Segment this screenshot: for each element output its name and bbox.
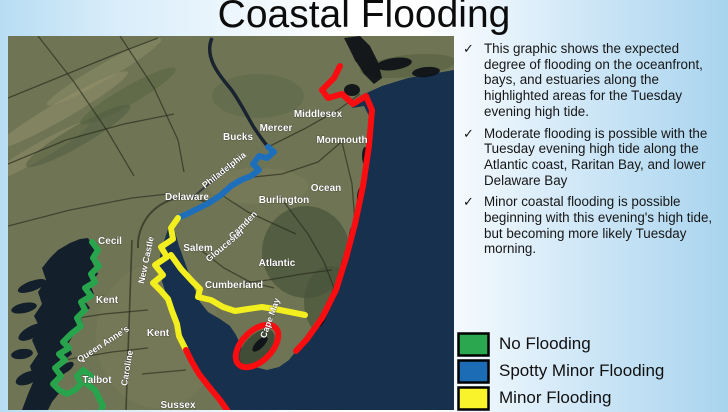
chesapeake-bay <box>11 238 98 410</box>
county-label-middlesex: Middlesex <box>294 109 343 120</box>
legend-label: Spotty Minor Flooding <box>499 361 665 380</box>
check-icon: ✓ <box>463 125 474 141</box>
county-label-kent-md: Kent <box>96 295 119 306</box>
page-title: Coastal Flooding <box>217 0 511 36</box>
flood-line-moderate-coast <box>293 63 375 354</box>
legend-swatch-no-flooding <box>457 331 490 357</box>
county-label-burlington: Burlington <box>259 195 310 206</box>
bullet-item: ✓ Minor coastal flooding is possible beg… <box>458 194 724 257</box>
summary-bullets: ✓ This graphic shows the expected degree… <box>458 41 724 263</box>
legend-label: Minor Flooding <box>499 388 612 407</box>
county-label-ocean: Ocean <box>311 183 342 194</box>
county-label-monmouth: Monmouth <box>316 135 367 146</box>
county-label-mercer: Mercer <box>260 123 293 134</box>
county-label-talbot: Talbot <box>82 375 112 386</box>
bullet-text: Minor coastal flooding is possible begin… <box>484 194 713 257</box>
flood-line-spotty-minor <box>175 144 277 221</box>
county-label-cumberland: Cumberland <box>205 280 263 291</box>
map-svg: Bucks Mercer Middlesex Monmouth Philadel… <box>8 36 454 410</box>
county-label-sussex: Sussex <box>160 400 195 410</box>
legend-item: Minor Flooding <box>457 385 664 411</box>
flood-line-moderate-delaware <box>183 347 230 410</box>
bullet-item: ✓ This graphic shows the expected degree… <box>458 41 724 120</box>
flood-line-minor-east <box>168 252 308 318</box>
check-icon: ✓ <box>463 194 474 210</box>
cape-may-peninsula <box>239 329 275 365</box>
bullet-text: Moderate flooding is possible with the T… <box>484 125 708 188</box>
county-label-kent-de: Kent <box>147 328 170 339</box>
rivers <box>191 37 270 199</box>
county-label-cecil: Cecil <box>98 236 122 247</box>
atlantic-ocean <box>159 70 454 410</box>
legend-label: No Flooding <box>499 334 591 353</box>
flood-line-minor-west <box>150 215 189 353</box>
county-label-delaware: Delaware <box>165 192 209 203</box>
bullet-item: ✓ Moderate flooding is possible with the… <box>458 126 724 189</box>
legend-swatch-svg <box>457 358 490 384</box>
legend-swatch-svg <box>457 385 490 411</box>
county-boundaries <box>8 36 361 410</box>
bullet-text: This graphic shows the expected degree o… <box>484 41 703 119</box>
legend-swatch-svg <box>457 331 490 357</box>
flood-line-no-flooding <box>50 239 106 410</box>
county-label-bucks: Bucks <box>223 132 253 143</box>
legend-item: No Flooding <box>457 331 664 357</box>
check-icon: ✓ <box>463 41 474 56</box>
legend-swatch-minor <box>457 385 490 411</box>
legend-swatch-spotty-minor <box>457 358 490 384</box>
flood-line-moderate-cape-may <box>232 321 282 371</box>
county-label-salem: Salem <box>183 243 213 254</box>
coastal-map: Bucks Mercer Middlesex Monmouth Philadel… <box>8 36 454 410</box>
legend: No Flooding Spotty Minor Flooding Minor … <box>457 331 664 412</box>
legend-item: Spotty Minor Flooding <box>457 358 664 384</box>
flood-lines <box>50 63 375 410</box>
county-label-atlantic: Atlantic <box>259 258 296 269</box>
